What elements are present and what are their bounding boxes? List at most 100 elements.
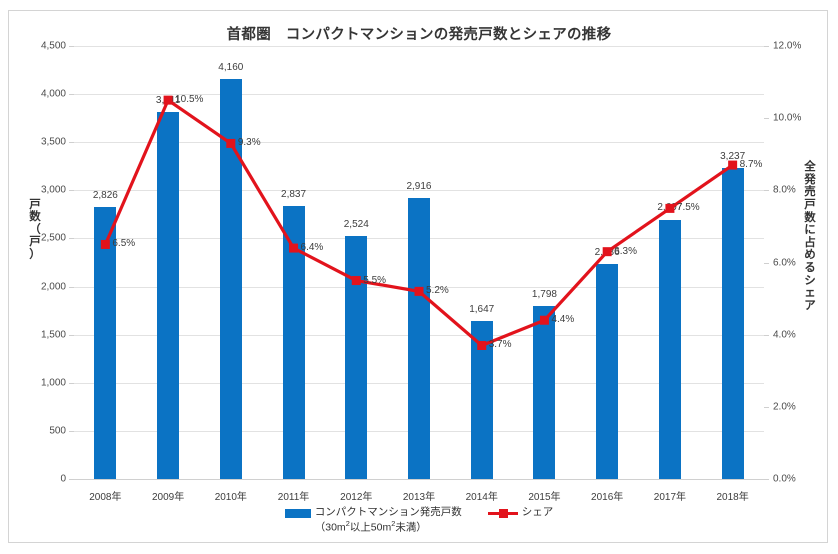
x-axis-tick-label: 2018年 bbox=[716, 492, 749, 503]
share-data-point-marker[interactable] bbox=[414, 286, 424, 296]
bar-swatch-icon bbox=[284, 509, 311, 518]
x-axis-tick-label: 2015年 bbox=[528, 492, 561, 503]
share-data-point-marker[interactable] bbox=[539, 315, 549, 325]
y-axis-left-tick-label: 4,000 bbox=[40, 88, 66, 100]
y-axis-right-tick-label: 10.0% bbox=[773, 112, 802, 124]
bar[interactable] bbox=[282, 206, 305, 479]
x-axis-tick-label: 2016年 bbox=[591, 492, 624, 503]
y-axis-left-tick-label: 3,000 bbox=[40, 184, 66, 196]
gridline bbox=[74, 94, 764, 96]
y-axis-left-tick-label: 1,000 bbox=[40, 377, 66, 389]
share-data-point-marker[interactable] bbox=[602, 247, 612, 257]
category-slot: 2,524 2012年 bbox=[325, 46, 388, 503]
category-slot: 3,237 2018年 bbox=[701, 46, 764, 503]
y-axis-right-tick-label: 12.0% bbox=[773, 40, 802, 52]
y-axis-right-tick-label: 0.0% bbox=[773, 473, 796, 485]
x-axis-tick-label: 2009年 bbox=[151, 492, 185, 503]
share-data-point-marker[interactable] bbox=[163, 95, 173, 105]
y-axis-right-title: 全発売戸数に占めるシェア bbox=[804, 161, 816, 313]
share-data-point-marker[interactable] bbox=[728, 160, 738, 170]
share-data-point-marker[interactable] bbox=[351, 276, 361, 286]
y-axis-right-tick-label: 6.0% bbox=[773, 257, 796, 268]
share-value-label: 6.5% bbox=[112, 238, 136, 250]
bar[interactable] bbox=[596, 263, 619, 479]
share-value-label: 5.2% bbox=[426, 285, 449, 297]
y-axis-left-tick-label: 3,500 bbox=[40, 136, 66, 148]
x-axis-tick-label: 2012年 bbox=[340, 492, 373, 503]
share-value-label: 7.5% bbox=[676, 202, 700, 214]
y-axis-left-tick-label: 500 bbox=[49, 425, 66, 437]
y-axis-left-tickmark bbox=[69, 286, 74, 288]
legend-bar-main: コンパクトマンション発売戸数 bbox=[314, 506, 462, 518]
chart-legend: コンパクトマンション発売戸数 （30m2以上50m2未満） シェア bbox=[9, 506, 829, 535]
share-value-label: 6.4% bbox=[300, 242, 324, 254]
bar-value-label: 2,524 bbox=[343, 219, 369, 231]
bar[interactable] bbox=[470, 320, 493, 479]
bar[interactable] bbox=[721, 167, 744, 479]
share-line-path bbox=[103, 97, 734, 348]
category-slot: 4,160 2010年 bbox=[199, 46, 262, 503]
y-axis-right-tickmark bbox=[764, 479, 769, 480]
y-axis-right-tick-label: 8.0% bbox=[773, 184, 796, 196]
share-data-point-marker[interactable] bbox=[477, 340, 487, 350]
share-data-point-marker[interactable] bbox=[289, 243, 299, 253]
y-axis-right-tickmark bbox=[764, 190, 769, 192]
y-axis-right-tickmark bbox=[764, 406, 769, 408]
bar[interactable] bbox=[219, 78, 242, 479]
y-axis-right-tick-label: 2.0% bbox=[773, 401, 796, 413]
y-axis-left-tick-label: 2,500 bbox=[40, 232, 66, 244]
y-axis-right-tickmark bbox=[764, 334, 769, 336]
y-axis-left-tickmark bbox=[69, 46, 74, 47]
bar[interactable] bbox=[157, 112, 180, 479]
y-axis-left-tickmark bbox=[69, 94, 74, 96]
bar[interactable] bbox=[94, 207, 117, 479]
bar-value-label: 2,826 bbox=[92, 190, 118, 202]
gridline bbox=[74, 46, 764, 47]
bar[interactable] bbox=[407, 198, 430, 479]
category-slot: 2,826 2008年 bbox=[74, 46, 137, 503]
share-value-label: 5.5% bbox=[363, 274, 387, 286]
category-slot: 1,647 2014年 bbox=[450, 46, 513, 503]
legend-item-bar[interactable]: コンパクトマンション発売戸数 （30m2以上50m2未満） bbox=[284, 506, 462, 535]
y-axis-left-title: 戸数（戸） bbox=[29, 199, 41, 261]
x-axis-tick-label: 2010年 bbox=[214, 492, 247, 503]
categories-layer: 2,8262008年3,8112009年4,1602010年2,8372011年… bbox=[74, 46, 764, 503]
y-axis-left-tickmark bbox=[69, 430, 74, 432]
y-axis-left-tick-label: 2,000 bbox=[40, 281, 66, 293]
y-axis-left-tick-label: 1,500 bbox=[40, 329, 66, 341]
bar-value-label: 3,237 bbox=[720, 150, 746, 162]
share-data-point-marker[interactable] bbox=[665, 203, 675, 213]
y-axis-left-tick-label: 0 bbox=[60, 473, 66, 485]
x-axis-tick-label: 2014年 bbox=[465, 492, 498, 503]
chart-title: 首都圏 コンパクトマンションの発売戸数とシェアの推移 bbox=[226, 27, 612, 43]
bar-value-label: 4,160 bbox=[218, 61, 244, 73]
y-axis-right-tickmark bbox=[764, 46, 769, 47]
chart-container: 首都圏 コンパクトマンションの発売戸数とシェアの推移 戸数（戸） 全発売戸数に占… bbox=[8, 10, 828, 543]
legend-line-label: シェア bbox=[521, 506, 554, 518]
share-line-series bbox=[100, 95, 738, 350]
y-axis-right-tick-label: 4.0% bbox=[773, 329, 796, 341]
legend-item-line[interactable]: シェア bbox=[487, 506, 554, 519]
share-data-point-marker[interactable] bbox=[226, 138, 236, 148]
x-axis-tick-label: 2013年 bbox=[402, 492, 436, 503]
category-slot: 2,837 2011年 bbox=[262, 46, 325, 503]
share-value-label: 3.7% bbox=[488, 339, 512, 351]
y-axis-left-tickmark bbox=[69, 382, 74, 384]
category-slot: 2,916 2013年 bbox=[388, 46, 451, 503]
legend-bar-sub: （30m2以上50m2未満） bbox=[314, 519, 427, 534]
share-value-label: 8.7% bbox=[739, 159, 763, 171]
y-axis-right-tickmark bbox=[764, 262, 769, 264]
y-axis-left-tickmark bbox=[69, 142, 74, 144]
share-value-label: 4.4% bbox=[551, 314, 575, 326]
x-axis-tick-label: 2011年 bbox=[277, 492, 310, 503]
plot-area: 0 500 1,000 1,500 2,000 2,500 3,000 3,500 4,000 4… bbox=[41, 41, 801, 504]
bar[interactable] bbox=[345, 236, 368, 479]
y-axis-left-tickmark bbox=[69, 190, 74, 192]
bar[interactable] bbox=[533, 306, 556, 479]
share-value-label: 6.3% bbox=[614, 245, 637, 257]
share-value-label: 9.3% bbox=[237, 137, 261, 149]
bar[interactable] bbox=[658, 219, 681, 479]
share-data-point-marker[interactable] bbox=[100, 239, 110, 249]
y-axis-left-tick-label: 4,500 bbox=[40, 40, 66, 52]
bar-value-label: 1,798 bbox=[531, 288, 557, 300]
